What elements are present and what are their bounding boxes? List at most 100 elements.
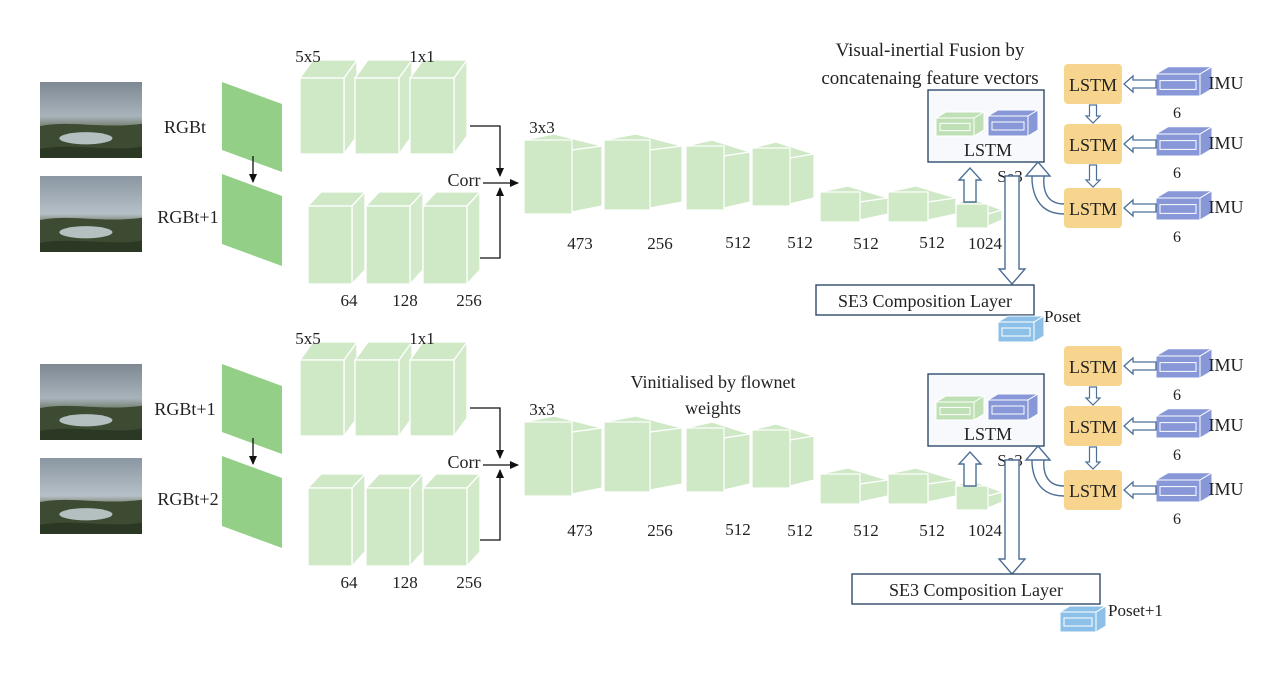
corr-label: Corr <box>448 452 481 472</box>
imu-label: IMU <box>1209 479 1244 499</box>
imu-dim-label: 6 <box>1173 387 1181 404</box>
imu-to-lstm-arrow <box>1123 198 1157 218</box>
imu-label: IMU <box>1209 355 1244 375</box>
lstm-label: LSTM <box>1069 417 1117 437</box>
fusion-up-arrow <box>957 450 983 487</box>
imu-to-lstm-arrow <box>1123 134 1157 154</box>
input-slab-1 <box>222 364 282 454</box>
fusion-label: LSTM <box>964 140 1012 160</box>
lstm-label: LSTM <box>1069 199 1117 219</box>
imu-dim-label: 6 <box>1173 165 1181 182</box>
upper-conv-slab <box>298 57 359 157</box>
upper-conv-slab <box>298 339 359 439</box>
kernel-label-5x5: 5x5 <box>295 329 321 348</box>
lstm-cell <box>1064 346 1122 386</box>
conv-channel-label: 512 <box>919 233 945 252</box>
input-label-2: RGBt+1 <box>157 207 218 227</box>
imu-dim-label: 6 <box>1173 229 1181 246</box>
flownet-note-line1: Vinitialised by flownet <box>631 372 796 392</box>
conv-channel-label: 512 <box>725 520 751 539</box>
lower-conv-slab <box>306 190 367 286</box>
composition-box <box>815 284 1035 316</box>
fusion-visual-feature <box>934 395 986 421</box>
lstm-curve-inner <box>1031 459 1065 497</box>
imu-label: IMU <box>1209 73 1244 93</box>
conv-channel-label: 256 <box>647 521 673 540</box>
main-conv-block <box>954 197 1004 229</box>
lstm-curve-outer <box>1043 175 1065 205</box>
imu-dim-label: 6 <box>1173 105 1181 122</box>
main-conv-block <box>751 141 815 207</box>
conv-channel-label: 256 <box>647 234 673 253</box>
imu-prism <box>1154 189 1214 221</box>
lower-channel-label: 256 <box>456 291 482 310</box>
main-conv-block <box>751 423 815 489</box>
lower-conv-slab <box>364 472 425 568</box>
upper-conv-slab <box>408 339 469 439</box>
input-slab-2 <box>222 174 282 266</box>
lower-channel-label: 128 <box>392 291 418 310</box>
fusion-up-arrow <box>957 166 983 203</box>
input-label-1: RGBt+1 <box>154 399 215 419</box>
fusion-label: LSTM <box>964 424 1012 444</box>
lstm-down-arrow <box>1084 446 1102 470</box>
imu-dim-label: 6 <box>1173 447 1181 464</box>
conv-channel-label: 473 <box>567 234 593 253</box>
stream-top: RGBt RGBt+1 5x5 1x1 64 128 256 Corr 3x3 473 256 512… <box>40 47 1244 343</box>
fusion-visual-feature <box>934 111 986 137</box>
kernel-label-3x3: 3x3 <box>529 400 555 419</box>
corr-line-bottom <box>480 469 504 541</box>
lower-channel-label: 64 <box>341 573 359 592</box>
main-conv-block <box>819 467 889 505</box>
lstm-curve-inner <box>1031 175 1065 215</box>
lstm-down-arrow <box>1084 104 1102 124</box>
lstm-label: LSTM <box>1069 75 1117 95</box>
imu-prism <box>1154 471 1214 503</box>
conv-channel-label: 473 <box>567 521 593 540</box>
conv-channel-label: 512 <box>919 521 945 540</box>
imu-label: IMU <box>1209 197 1244 217</box>
lstm-curve-head <box>1024 160 1052 177</box>
kernel-label-1x1: 1x1 <box>409 329 435 348</box>
lower-conv-slab <box>364 190 425 286</box>
main-conv-block <box>954 479 1004 511</box>
lstm-curve-outer <box>1043 459 1065 487</box>
corr-label: Corr <box>448 170 481 190</box>
fusion-title-line1: Visual-inertial Fusion by <box>836 40 1025 61</box>
input-photo-1 <box>40 364 142 440</box>
imu-prism <box>1154 65 1214 97</box>
input-slab-1 <box>222 82 282 172</box>
lower-conv-slab <box>421 190 482 286</box>
input-label-2: RGBt+2 <box>157 489 218 509</box>
main-conv-block <box>819 185 889 223</box>
pose-label: Poset+1 <box>1108 601 1163 620</box>
lstm-curve-head <box>1024 444 1052 461</box>
lower-channel-label: 64 <box>341 291 359 310</box>
lstm-label: LSTM <box>1069 481 1117 501</box>
fusion-imu-feature <box>986 393 1040 421</box>
conv-channel-label: 512 <box>787 521 813 540</box>
composition-label: SE3 Composition Layer <box>889 580 1063 600</box>
pose-label: Poset <box>1044 307 1081 326</box>
lstm-cell <box>1064 124 1122 164</box>
imu-label: IMU <box>1209 415 1244 435</box>
corr-line-top <box>470 125 504 177</box>
fusion-title-line2: concatenaing feature vectors <box>821 68 1038 89</box>
corr-line-top <box>470 407 504 459</box>
imu-to-lstm-arrow <box>1123 480 1157 500</box>
imu-prism <box>1154 125 1214 157</box>
lower-channel-label: 128 <box>392 573 418 592</box>
conv-channel-label: 512 <box>853 521 879 540</box>
lstm-label: LSTM <box>1069 135 1117 155</box>
conv-channel-label: 512 <box>725 233 751 252</box>
lower-conv-slab <box>306 472 367 568</box>
input-photo-1 <box>40 82 142 158</box>
input-label-1: RGBt <box>164 117 206 137</box>
lstm-down-arrow <box>1084 164 1102 188</box>
imu-dim-label: 6 <box>1173 511 1181 528</box>
lstm-cell <box>1064 406 1122 446</box>
kernel-label-3x3: 3x3 <box>529 118 555 137</box>
composition-label: SE3 Composition Layer <box>838 291 1012 311</box>
input-photo-2 <box>40 458 142 534</box>
imu-to-lstm-arrow <box>1123 416 1157 436</box>
